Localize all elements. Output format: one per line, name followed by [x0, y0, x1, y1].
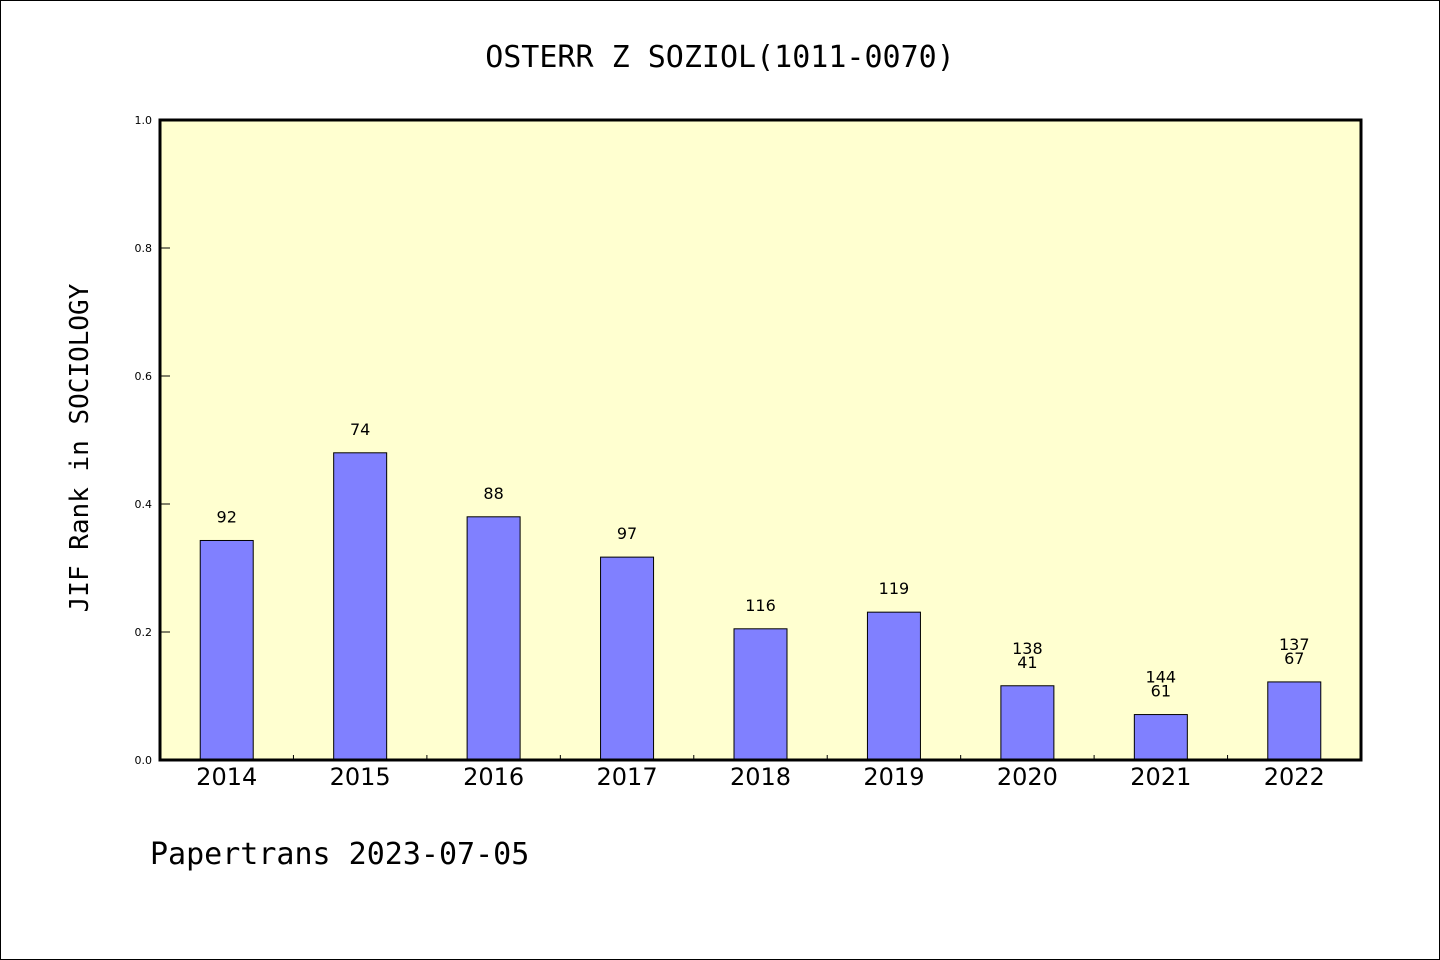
bar-data-label: 119	[879, 579, 910, 598]
y-tick-label: 0.2	[135, 626, 153, 639]
y-axis-label: JIF Rank in SOCIOLOGY	[65, 283, 95, 612]
bar-data-label: 138	[1012, 639, 1043, 658]
bar-data-label: 88	[483, 484, 503, 503]
plot-border	[158, 118, 1363, 762]
x-tick-label: 2020	[997, 763, 1058, 791]
bar-2020	[1000, 685, 1055, 761]
bar-data-label: 74	[350, 420, 370, 439]
y-tick-label: 0.6	[135, 370, 153, 383]
footer-text: Papertrans 2023-07-05	[150, 837, 529, 872]
x-tick-label: 2021	[1130, 763, 1191, 791]
bar-2022	[1267, 681, 1322, 761]
x-tick-label: 2015	[330, 763, 391, 791]
y-tick-label: 0.8	[135, 242, 153, 255]
bar-data-label: 61	[1151, 682, 1171, 701]
bar-data-label: 67	[1284, 649, 1304, 668]
x-axis: 2014 2015 2016 2017 2018 2019 2020 2021 2022	[196, 755, 1325, 791]
bar-data-label: 137	[1279, 635, 1310, 654]
bar-2014	[199, 539, 254, 761]
bar-2021	[1133, 714, 1188, 761]
bars	[199, 452, 1322, 761]
x-tick-label: 2022	[1264, 763, 1325, 791]
chart-title: OSTERR Z SOZIOL(1011-0070)	[485, 40, 955, 75]
x-tick-label: 2017	[597, 763, 658, 791]
bar-data-label: 144	[1146, 668, 1177, 687]
bar-data-label: 116	[745, 596, 776, 615]
bar-data-label: 97	[617, 524, 637, 543]
x-tick-label: 2014	[196, 763, 257, 791]
x-tick-label: 2016	[463, 763, 524, 791]
bar-2019	[866, 611, 921, 761]
bar-2015	[333, 452, 388, 761]
bar-2016	[466, 516, 521, 761]
y-tick-label: 0.4	[135, 498, 153, 511]
bar-data-label: 41	[1017, 653, 1037, 672]
y-tick-label: 0.0	[135, 754, 153, 767]
bar-data-label: 92	[217, 507, 237, 526]
bar-2018	[733, 628, 788, 761]
x-tick-label: 2019	[863, 763, 924, 791]
y-tick-label: 1.0	[135, 114, 153, 127]
x-tick-label: 2018	[730, 763, 791, 791]
bar-2017	[600, 556, 655, 761]
